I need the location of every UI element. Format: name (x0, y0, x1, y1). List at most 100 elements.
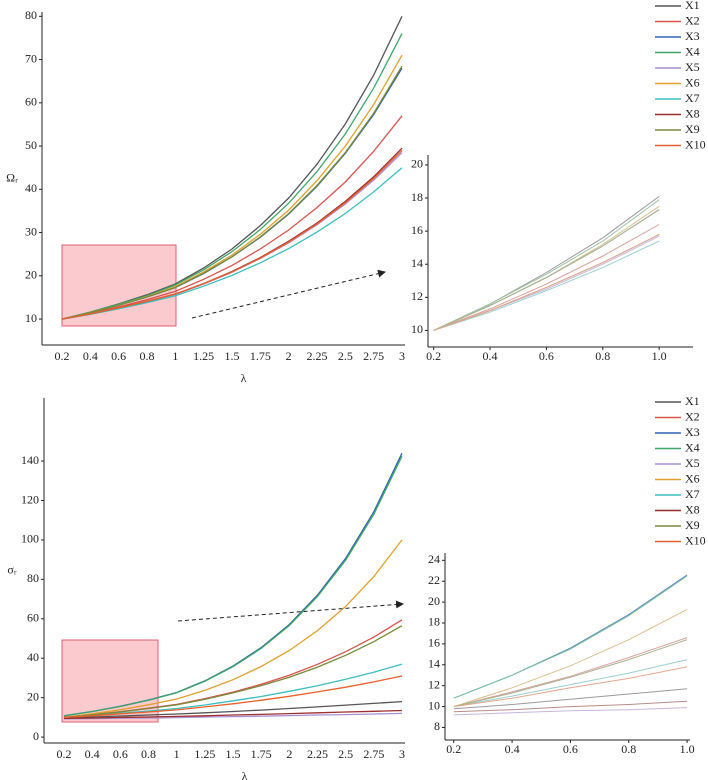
x-tick-label: 0.4 (483, 349, 498, 363)
x-tick-label: 0.2 (426, 349, 441, 363)
y-tick-label: 16 (411, 223, 423, 237)
series-line (63, 712, 403, 720)
x-tick-label: 1.0 (680, 742, 695, 756)
series-line (453, 574, 688, 699)
legend-label: X1 (685, 394, 700, 408)
x-tick-label: 0.4 (83, 349, 98, 363)
legend-label: X7 (685, 91, 700, 105)
y-tick-label: 24 (428, 552, 440, 566)
series-line (433, 233, 660, 331)
series-line (453, 700, 688, 713)
x-tick-label: 0.2 (446, 742, 461, 756)
x-tick-label: 0.6 (563, 742, 578, 756)
series-line (453, 575, 688, 699)
series-line (453, 608, 688, 708)
x-tick-label: 0.6 (111, 349, 126, 363)
legend-label: X1 (685, 0, 700, 12)
x-tick-label: 2.25 (307, 747, 328, 761)
x-tick-label: 0.4 (85, 747, 100, 761)
legend-label: X5 (685, 60, 700, 74)
legend-label: X5 (685, 456, 700, 470)
x-tick-label: 2.75 (363, 349, 384, 363)
x-tick-label: 1.25 (193, 349, 214, 363)
y-axis-label: σᵣ (7, 562, 16, 576)
y-tick-label: 12 (428, 677, 440, 691)
series-line (61, 65, 403, 320)
x-tick-label: 0.2 (57, 747, 72, 761)
legend-label: X2 (685, 13, 700, 27)
y-tick-label: 10 (428, 698, 440, 712)
series-line (433, 209, 660, 331)
series-line (453, 707, 688, 716)
y-tick-label: 80 (25, 8, 37, 22)
legend-label: X7 (685, 487, 700, 501)
x-tick-label: 0.6 (113, 747, 128, 761)
x-tick-label: 1.5 (226, 747, 241, 761)
zoom-arrow (177, 600, 404, 622)
x-tick-label: 2.5 (338, 747, 353, 761)
series-line (63, 539, 403, 719)
x-tick-label: 0.8 (595, 349, 610, 363)
legend-label: X8 (685, 502, 700, 516)
x-tick-label: 2 (286, 747, 292, 761)
y-tick-label: 20 (27, 689, 39, 703)
series-line (61, 167, 403, 320)
series-line (61, 115, 403, 320)
x-tick-label: 0.8 (621, 742, 636, 756)
y-tick-label: 0 (33, 729, 39, 743)
x-tick-label: 0.4 (505, 742, 520, 756)
y-tick-label: 12 (411, 289, 423, 303)
legend-label: X9 (685, 122, 700, 136)
legend-label: X10 (685, 533, 706, 547)
x-tick-label: 0.2 (55, 349, 70, 363)
y-tick-label: 10 (411, 322, 423, 336)
legend-label: X4 (685, 440, 700, 454)
y-tick-label: 18 (428, 615, 440, 629)
zoom-region (61, 244, 177, 327)
series-line (63, 625, 403, 719)
y-tick-label: 60 (27, 611, 39, 625)
series-line (63, 675, 403, 719)
y-tick-label: 14 (428, 657, 440, 671)
x-tick-label: 1.25 (194, 747, 215, 761)
y-tick-label: 80 (27, 571, 39, 585)
series-line (63, 709, 403, 720)
x-tick-label: 3 (399, 747, 405, 761)
y-tick-label: 10 (25, 311, 37, 325)
y-tick-label: 30 (25, 224, 37, 238)
series-line (453, 659, 688, 708)
series-line (61, 149, 403, 320)
x-tick-label: 1.0 (652, 349, 667, 363)
y-axis-label: Ωᵣ (6, 170, 18, 184)
legend-label: X6 (685, 471, 700, 485)
y-tick-label: 40 (25, 181, 37, 195)
series-line (453, 666, 688, 708)
series-line (453, 639, 688, 708)
y-tick-label: 60 (25, 95, 37, 109)
y-tick-label: 18 (411, 190, 423, 204)
x-tick-label: 0.8 (141, 747, 156, 761)
x-tick-label: 1 (174, 747, 180, 761)
series-line (433, 195, 660, 331)
x-tick-label: 2.75 (363, 747, 384, 761)
x-tick-label: 1.75 (251, 747, 272, 761)
series-line (433, 224, 660, 331)
series-line (63, 700, 403, 719)
series-line (453, 688, 688, 710)
legend-label: X10 (685, 137, 706, 151)
y-tick-label: 20 (25, 268, 37, 282)
y-tick-label: 120 (21, 492, 39, 506)
y-tick-label: 16 (428, 636, 440, 650)
x-axis-label: λ (242, 769, 248, 780)
x-tick-label: 2 (286, 349, 292, 363)
legend-label: X3 (685, 425, 700, 439)
legend-label: X8 (685, 106, 700, 120)
x-tick-label: 0.6 (539, 349, 554, 363)
y-tick-label: 140 (21, 453, 39, 467)
series-line (433, 209, 660, 331)
series-line (61, 33, 403, 320)
y-tick-label: 20 (411, 157, 423, 171)
x-tick-label: 1.75 (250, 349, 271, 363)
x-tick-label: 3 (399, 349, 405, 363)
